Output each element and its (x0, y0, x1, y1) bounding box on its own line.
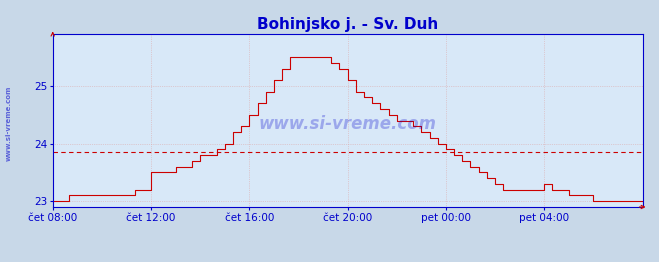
Text: www.si-vreme.com: www.si-vreme.com (258, 115, 437, 133)
Title: Bohinjsko j. - Sv. Duh: Bohinjsko j. - Sv. Duh (257, 17, 438, 31)
Text: www.si-vreme.com: www.si-vreme.com (5, 85, 12, 161)
